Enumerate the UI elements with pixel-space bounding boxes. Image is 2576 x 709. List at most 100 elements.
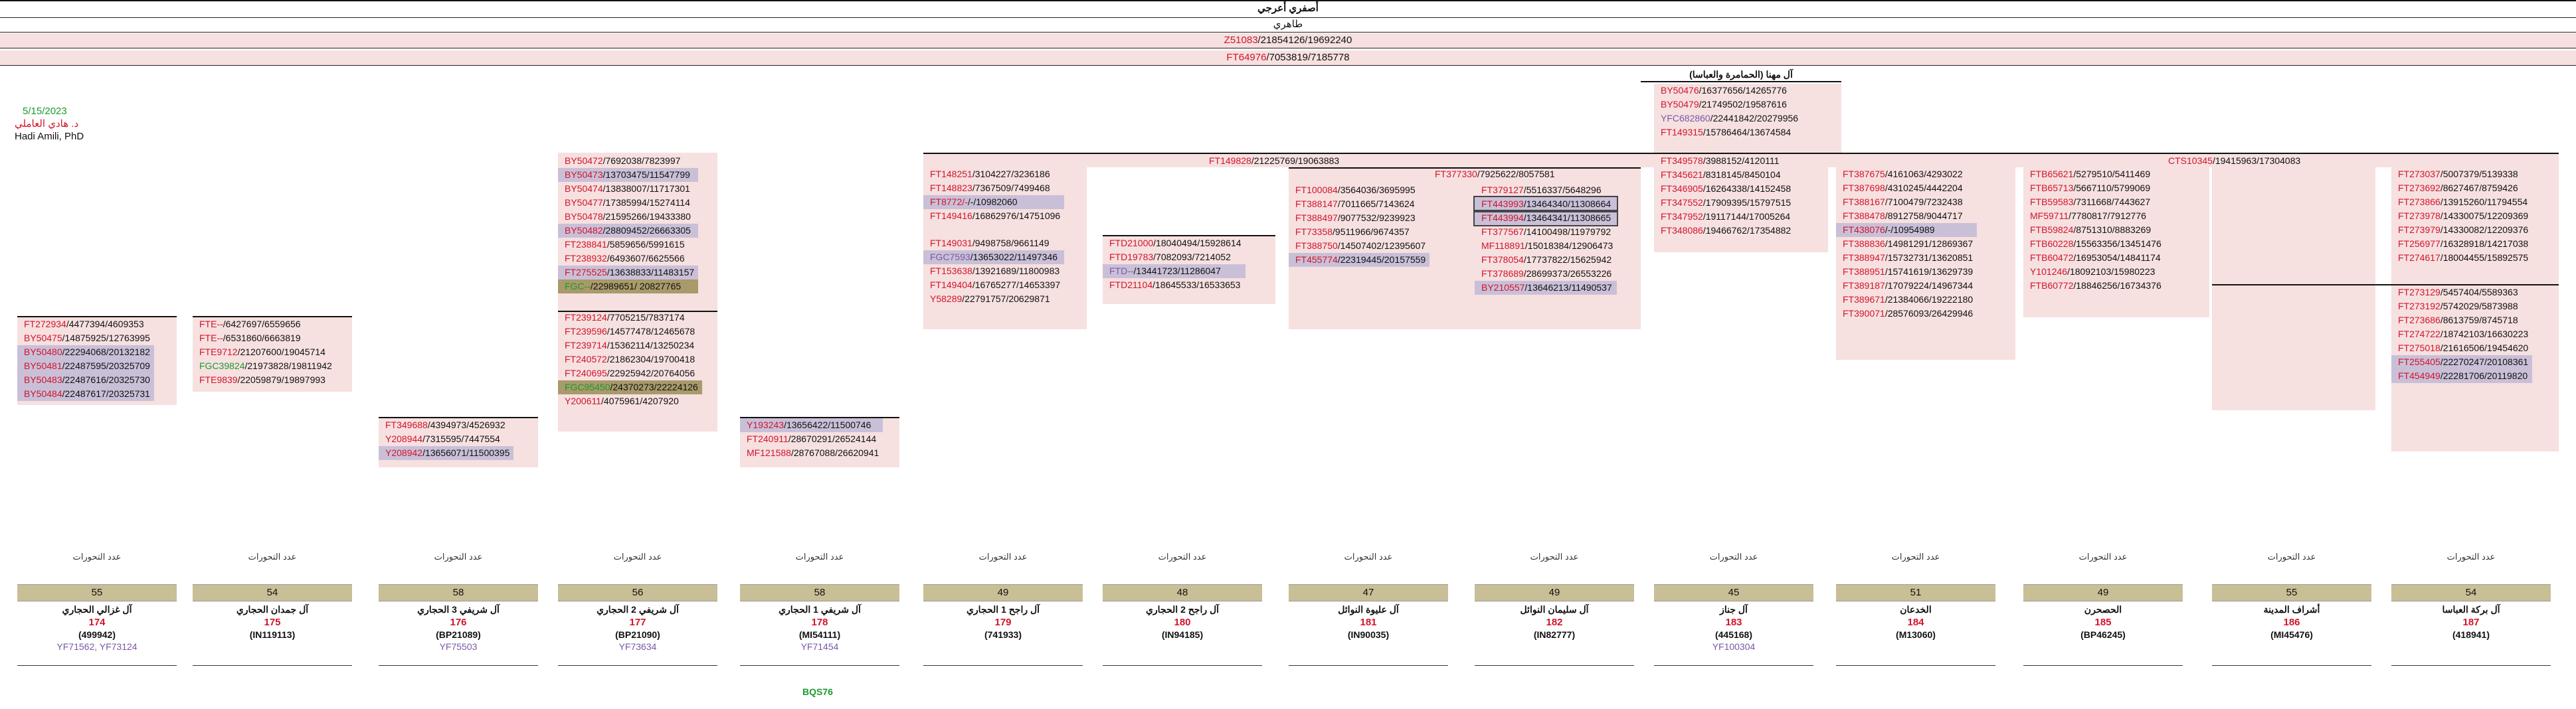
mutation-count: 45 <box>1654 584 1813 601</box>
hap-code: Y58289 <box>930 293 963 304</box>
snp-row: FT349688/4394973/4526932 <box>379 418 513 432</box>
hap-nums: /21225769/19063883 <box>1251 155 1340 166</box>
hap-nums: /13653022/11497346 <box>970 252 1058 262</box>
mutation-count-caption: عدد التحورات <box>613 552 662 562</box>
hap-code: FT8772/- <box>930 197 968 207</box>
group-card: عدد التحورات 56 آل شريفي 2 الحجاري 177 (BP21… <box>558 550 717 666</box>
hap-nums: /22487595/20325709 <box>62 360 150 371</box>
hap-nums: /13915260/11794554 <box>2440 197 2528 207</box>
hap-nums: /18004455/15892575 <box>2440 252 2529 263</box>
hap-code: BY210557 <box>1481 282 1525 293</box>
hap-code: FT239596 <box>565 326 607 337</box>
hap-nums: /21862304/19700418 <box>606 354 695 364</box>
hap-code: FTE9839 <box>199 374 238 385</box>
hap-nums: /5457404/5589363 <box>2440 287 2518 297</box>
hap-nums: /13838007/11717301 <box>602 183 690 194</box>
mutation-count: 54 <box>2391 584 2551 601</box>
snp-row: FTD--/13441723/11286047 <box>1103 264 1245 278</box>
group-name: آل جناز <box>1720 604 1748 615</box>
snp-row: FT275018/21616506/19454620 <box>2391 341 2532 355</box>
hap-nums: /22791757/20629871 <box>962 293 1050 304</box>
hap-nums: /16264338/14152458 <box>1702 183 1792 194</box>
hap-nums: /28670291/26524144 <box>788 433 877 444</box>
hap-code: FT149416 <box>930 210 972 221</box>
snp-row: FT443993/13464340/11308664 <box>1473 196 1619 212</box>
snp-row: FT273692/8627467/8759426 <box>2391 181 2532 195</box>
hap-nums: /13921689/11800983 <box>972 266 1060 276</box>
hap-nums: /22989651/ 20827765 <box>590 281 682 291</box>
snp-row: BY50481/22487595/20325709 <box>17 359 154 373</box>
mutation-count-caption: عدد التحورات <box>2267 552 2316 562</box>
snp-row: FT148823/7367509/7499468 <box>923 181 1064 195</box>
hap-nums: /-/10954989 <box>1885 224 1935 235</box>
group-name: آل غزالي الحجاري <box>62 604 132 615</box>
divider <box>558 665 717 666</box>
hap-code: FTD-- <box>1109 266 1134 276</box>
hap-code: FGC7593 <box>930 252 970 262</box>
divider <box>1836 665 1995 666</box>
hap-nums: /21973828/19811942 <box>244 360 332 371</box>
snp-row: FT256977/16328918/14217038 <box>2391 237 2532 251</box>
hap-code: FTB59583 <box>2030 197 2074 207</box>
divider <box>740 665 899 666</box>
extra-snps <box>193 641 352 655</box>
hap-code: FT73358 <box>1295 226 1333 237</box>
snp-row: MF121588/28767088/26620941 <box>740 446 883 460</box>
hap-nums: /4310245/4442204 <box>1885 183 1963 193</box>
hap-nums: /8912758/9044717 <box>1885 210 1963 221</box>
mutation-count-caption: عدد التحورات <box>248 552 297 562</box>
snp-row: BY50478/21595266/19433380 <box>558 210 698 224</box>
hap-code: BY50475 <box>24 333 62 343</box>
snp-row: FT347552/17909395/15797515 <box>1654 196 1795 210</box>
snp-row: BY50484/22487617/20325731 <box>17 387 154 401</box>
hap-code: FT388951 <box>1843 266 1885 277</box>
hap-code: FT240695 <box>565 368 607 378</box>
hap-nums: /6493607/6625566 <box>606 253 685 264</box>
snp-row: BY50475/14875925/12763995 <box>17 331 154 345</box>
hap-nums: /13638833/11483157 <box>606 267 695 277</box>
snp-row: FT389671/21384066/19222180 <box>1836 293 1977 307</box>
hap-code: BY50484 <box>24 388 62 399</box>
divider <box>2391 665 2551 666</box>
kit-code: (M13060) <box>1896 629 1936 640</box>
hap-code: FT274722 <box>2398 329 2440 339</box>
extra-snps: YF71562, YF73124 <box>56 641 138 652</box>
kit-code: (445168) <box>1714 629 1753 640</box>
group-name: آل عليوة النوائل <box>1338 604 1399 615</box>
mid-right-label: CTS10345/19415963/17304083 <box>2168 154 2300 167</box>
group-id: 177 <box>629 617 646 628</box>
column-ft379: FT379127/5516337/5648296 FT443993/1346434… <box>1473 183 1619 295</box>
snp-row: BY50479/21749502/19587616 <box>1654 98 1802 112</box>
snp-row: Y58289/22791757/20629871 <box>923 292 1064 306</box>
hap-code: FTB60228 <box>2030 238 2074 249</box>
hap-nums: /22281706/20119820 <box>2440 370 2528 381</box>
snp-row: FTB60472/16953054/14841174 <box>2023 251 2165 265</box>
kit-code: (IN90035) <box>1347 629 1390 640</box>
group-card: عدد التحورات 47 آل عليوة النوائل 181 (IN9003… <box>1289 550 1448 666</box>
hap-nums: /15362114/13250234 <box>606 340 695 351</box>
hap-code: FTB60772 <box>2030 280 2074 291</box>
mutation-count-caption: عدد التحورات <box>1530 552 1579 562</box>
snp-row: FTD19783/7082093/7214052 <box>1103 250 1245 264</box>
hap-nums: /14330082/12209376 <box>2440 224 2529 235</box>
column-fte: FTE--/6427697/6559656 FTE--/6531860/66638… <box>193 317 336 387</box>
snp-row: FT73358/9511966/9674357 <box>1289 225 1429 239</box>
hap-code: FTB65713 <box>2030 183 2074 193</box>
hap-nums: /21616506/19454620 <box>2440 343 2529 353</box>
hap-code: FT274617 <box>2398 252 2440 263</box>
mutation-count: 55 <box>17 584 177 601</box>
hap-nums: /7053819/7185778 <box>1266 52 1350 63</box>
snp-row: FT238932/6493607/6625566 <box>558 252 698 266</box>
hap-nums: /4394973/4526932 <box>427 420 506 430</box>
hap-code: Y101246 <box>2030 266 2068 277</box>
hap-code: FTE-- <box>199 319 223 329</box>
snp-row: BY210557/13646213/11490537 <box>1475 281 1617 295</box>
hap-code: FT379127 <box>1481 185 1524 195</box>
hap-nums: /22270247/20108361 <box>2440 356 2529 367</box>
snp-row: FT148251/3104227/3236186 <box>923 167 1064 181</box>
divider <box>1475 665 1634 666</box>
group-card: عدد التحورات 58 آل شريفي 3 الحجاري 176 (BP21… <box>379 550 538 666</box>
snp-row: FT149315/15786464/13674584 <box>1654 125 1802 139</box>
hap-code: FT387698 <box>1843 183 1885 193</box>
hap-nums: /4075961/4207920 <box>601 396 679 406</box>
